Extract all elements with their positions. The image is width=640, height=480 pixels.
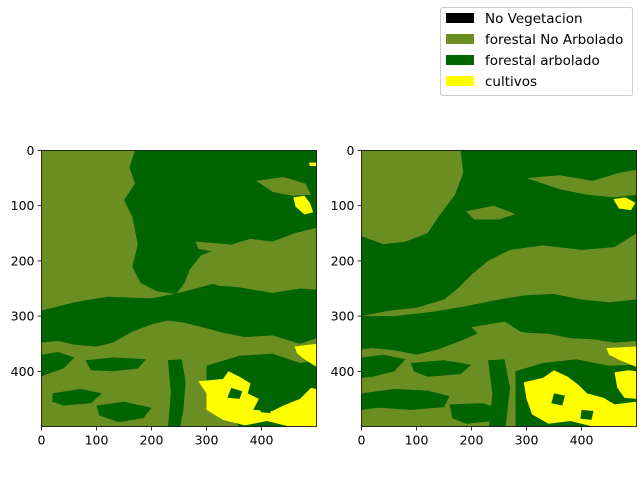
right-map-panel: 0 100 200 300 400 0 100 200 300 400 (331, 143, 637, 448)
right-map-y-tick-label-2: 200 (331, 253, 355, 268)
left-map-region-11 (294, 343, 317, 367)
left-map-y-tick-label-4: 400 (11, 364, 35, 379)
left-map-y-tick-label-2: 200 (11, 253, 35, 268)
left-map-region-18 (206, 274, 262, 288)
right-map-region-0 (361, 150, 637, 317)
right-map-frame (361, 150, 637, 427)
legend: No Vegetacion forestal No Arbolado foresta… (440, 7, 633, 96)
right-map-region-6 (488, 359, 510, 427)
left-map-x-tick-label-3: 300 (195, 433, 219, 448)
right-map-x-tick-label-2: 200 (460, 433, 484, 448)
right-map-region-3 (411, 360, 472, 377)
left-map-panel: 0 100 200 300 400 0 100 200 300 400 (11, 143, 317, 448)
left-map-y-ticks: 0 100 200 300 400 (11, 143, 42, 379)
left-map-region-4 (52, 389, 102, 406)
left-map-region-1 (41, 284, 317, 347)
legend-label-3: cultivos (485, 74, 537, 90)
right-map-y-tick-label-1: 100 (331, 198, 355, 213)
right-map-region-13 (606, 346, 637, 367)
left-map-region-5 (96, 401, 152, 423)
right-map-region-16 (551, 393, 565, 406)
left-map-x-tick-label-1: 100 (85, 433, 109, 448)
legend-label-1: forestal No Arbolado (485, 32, 623, 48)
legend-label-0: No Vegetacion (485, 11, 583, 27)
legend-swatch-3 (446, 76, 474, 86)
legend-frame (440, 7, 633, 96)
right-map-region-12 (523, 370, 637, 427)
right-map-x-tick-label-1: 100 (405, 433, 429, 448)
right-map-y-ticks: 0 100 200 300 400 (331, 143, 362, 379)
left-map-x-ticks: 0 100 200 300 400 (38, 426, 274, 448)
left-map-x-tick-label-2: 200 (140, 433, 164, 448)
left-map-y-tick-label-1: 100 (11, 198, 35, 213)
left-map-region-6 (168, 359, 186, 427)
right-map-x-tick-label-3: 300 (515, 433, 539, 448)
right-map-region-14 (614, 370, 637, 399)
right-map-region-8 (466, 205, 516, 220)
left-map-region-3 (85, 357, 146, 372)
left-map-region-16 (256, 177, 311, 196)
left-map-frame (41, 150, 317, 427)
left-map-x-tick-label-0: 0 (38, 433, 46, 448)
legend-swatch-1 (446, 34, 474, 44)
right-map-region-11 (543, 340, 593, 356)
left-map-region-2 (41, 352, 75, 377)
left-map-y-tick-label-3: 300 (11, 309, 35, 324)
right-map-region-4 (361, 389, 450, 410)
right-map-region-9 (526, 169, 637, 198)
legend-label-2: forestal arbolado (485, 53, 600, 69)
left-map-region-12 (293, 195, 314, 215)
left-map-region-10 (198, 371, 317, 427)
right-map-y-tick-label-0: 0 (347, 143, 355, 158)
right-map-region-17 (580, 409, 594, 420)
legend-entries: No Vegetacion forestal No Arbolado foresta… (446, 11, 623, 90)
left-map-region-17 (195, 241, 251, 264)
left-map-region-13 (308, 162, 317, 166)
legend-swatch-0 (446, 13, 474, 23)
legend-swatch-2 (446, 55, 474, 65)
right-map-y-tick-label-4: 400 (331, 364, 355, 379)
left-map-region-14 (227, 387, 243, 399)
left-map-x-tick-label-4: 400 (250, 433, 274, 448)
left-map-image (41, 150, 317, 427)
left-map-region-9 (55, 310, 102, 322)
right-map-y-tick-label-3: 300 (331, 309, 355, 324)
right-map-x-tick-label-0: 0 (358, 433, 366, 448)
right-map-region-10 (471, 321, 527, 341)
right-map-region-15 (613, 197, 636, 211)
right-map-region-2 (361, 354, 406, 378)
left-map-y-tick-label-0: 0 (27, 143, 35, 158)
right-map-x-tick-label-4: 400 (570, 433, 594, 448)
left-map-region-15 (260, 404, 273, 414)
right-map-image (361, 150, 637, 427)
right-map-x-ticks: 0 100 200 300 400 (358, 426, 594, 448)
